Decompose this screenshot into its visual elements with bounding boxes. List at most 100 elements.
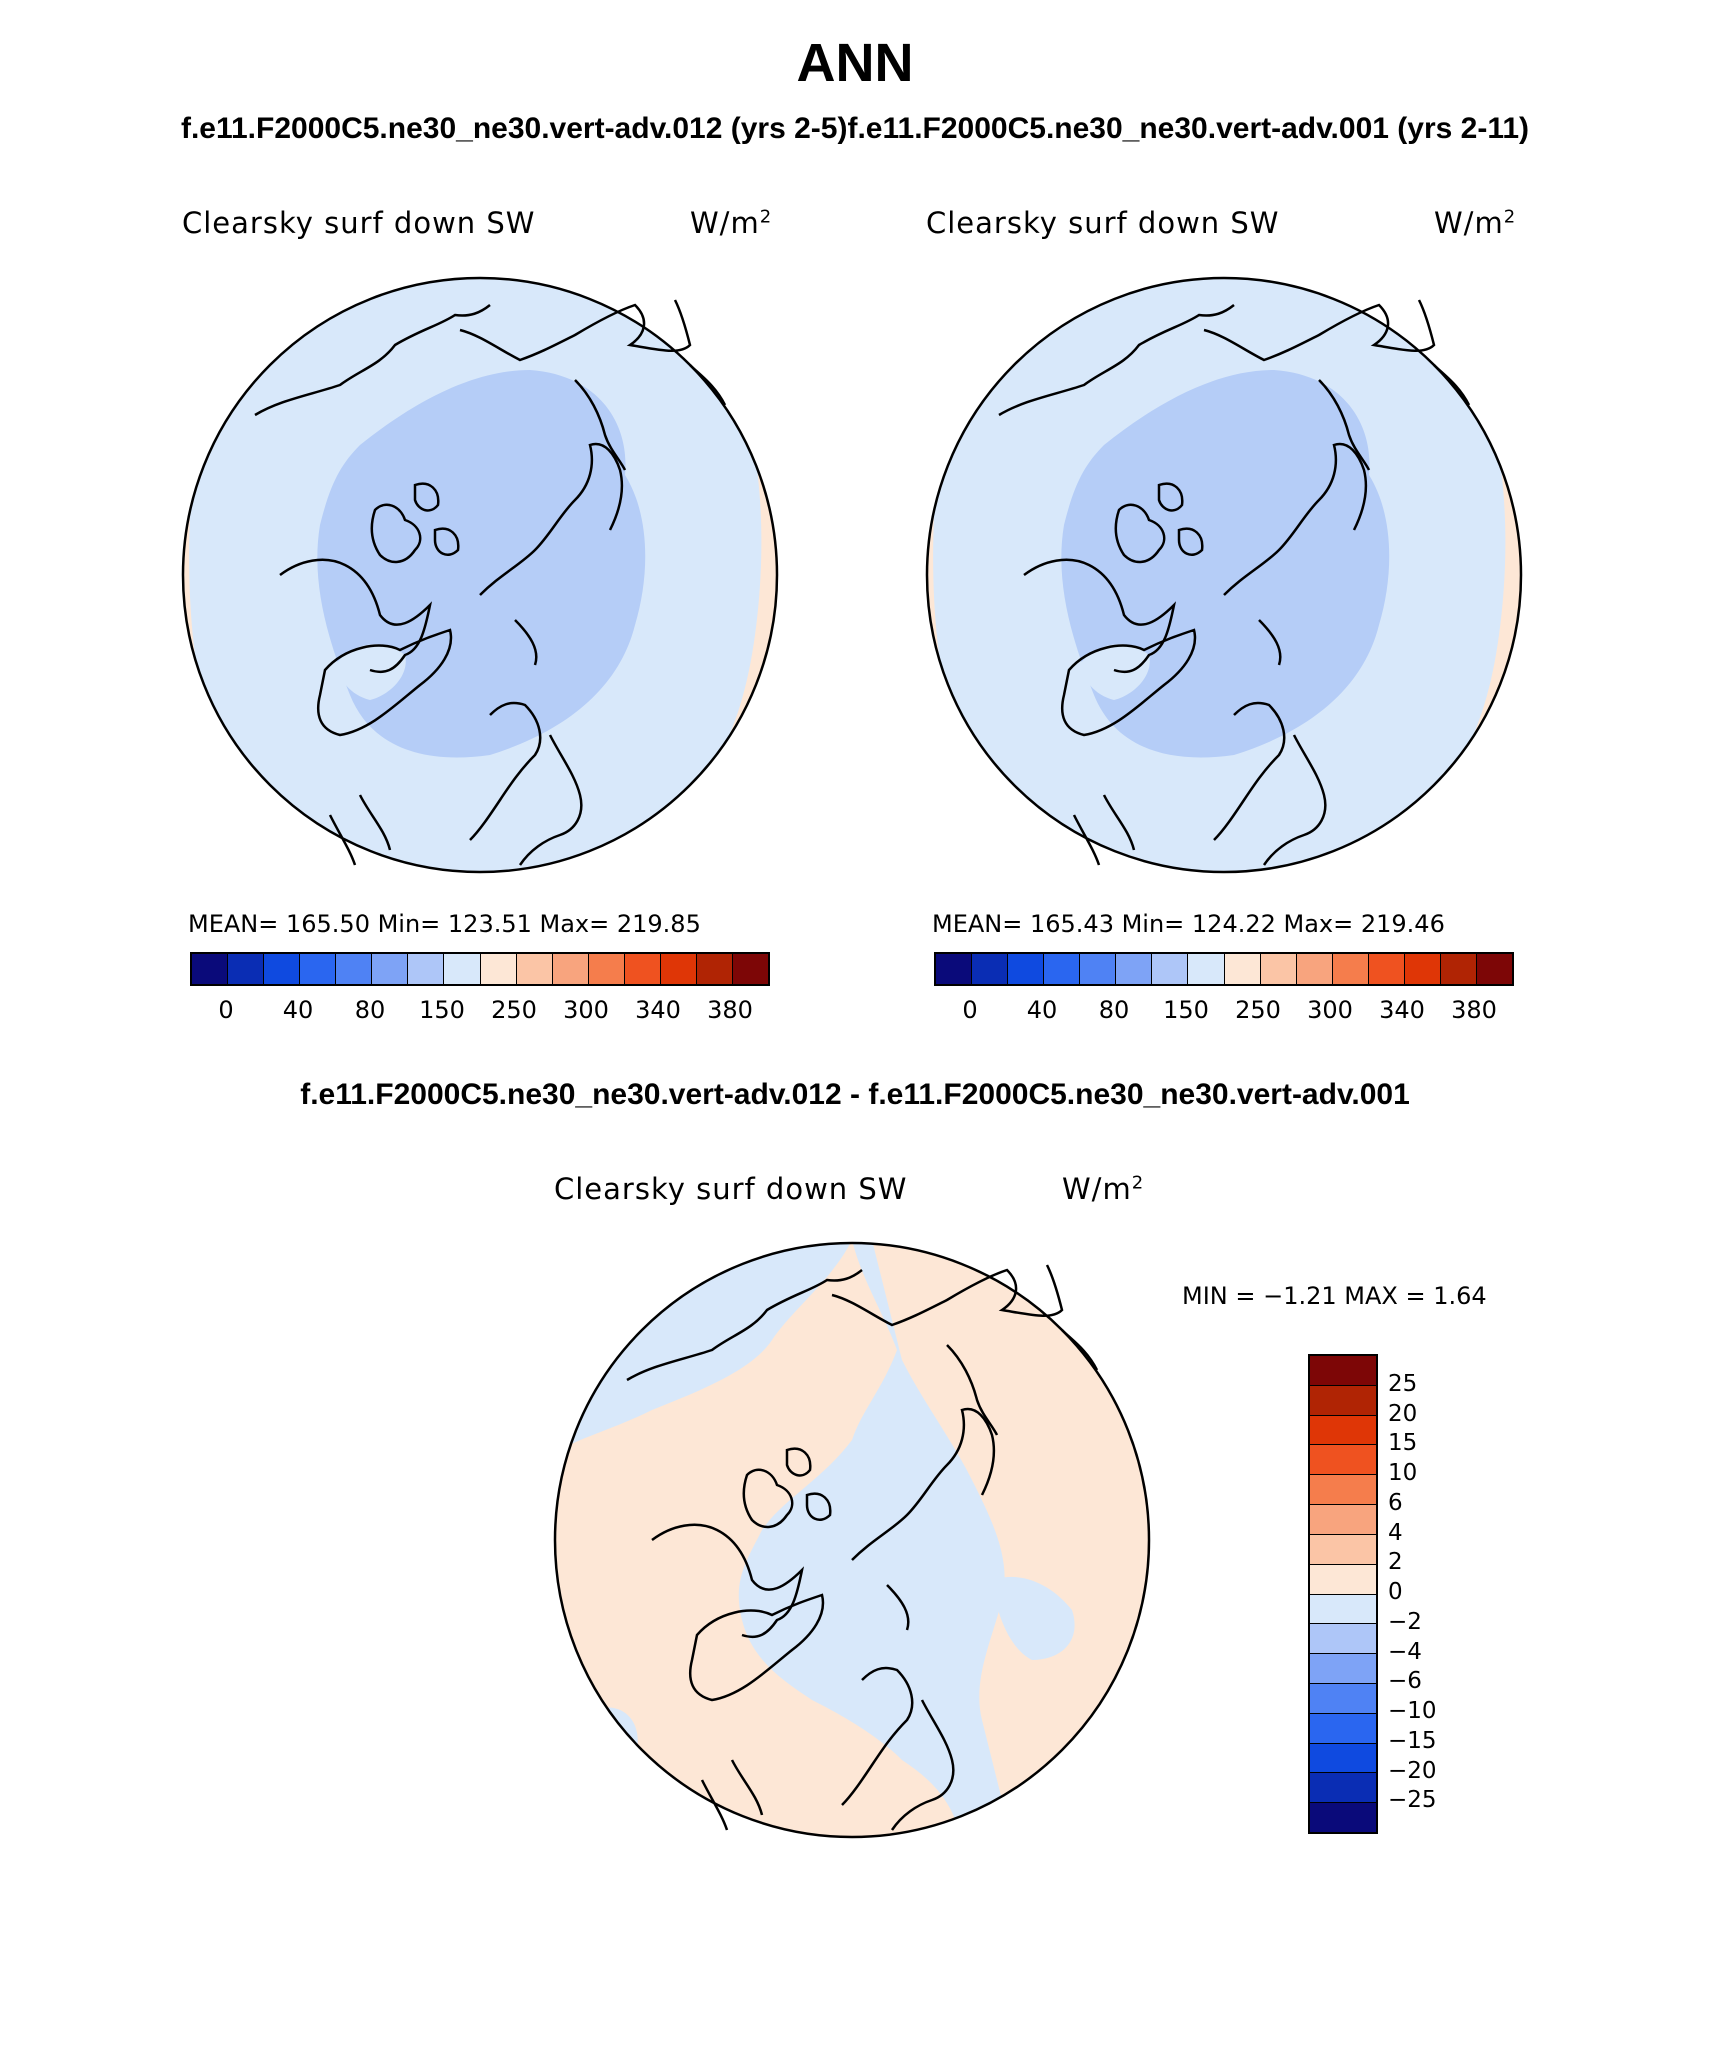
- colorbar-box: [552, 954, 589, 984]
- case-names-row: f.e11.F2000C5.ne30_ne30.vert-adv.012 (yr…: [0, 112, 1710, 146]
- diff-negative-region: [555, 1243, 1012, 1837]
- colorbar-box: [336, 954, 373, 984]
- panel2-colorbar-labels: 0 40 80 150 250 300 340 380: [934, 996, 1510, 1026]
- panel2-units-label: W/m2: [1434, 206, 1517, 240]
- colorbar-box: [1080, 954, 1117, 984]
- diff-colorbar: [1308, 1354, 1378, 1834]
- colorbar-tick-label: 6: [1388, 1489, 1403, 1516]
- colorbar-tick-label: 380: [707, 996, 753, 1024]
- colorbar-box: [1476, 954, 1512, 984]
- panel2-stats: MEAN= 165.43 Min= 124.22 Max= 219.46: [932, 910, 1445, 938]
- colorbar-tick-label: −4: [1388, 1638, 1422, 1665]
- colorbar-box: [1310, 1564, 1376, 1595]
- colorbar-tick-label: 40: [1026, 996, 1058, 1024]
- colorbar-box: [696, 954, 733, 984]
- colorbar-box: [1310, 1713, 1376, 1744]
- panel1-stats: MEAN= 165.50 Min= 123.51 Max= 219.85: [188, 910, 701, 938]
- colorbar-box: [1368, 954, 1405, 984]
- colorbar-tick-label: 10: [1388, 1460, 1418, 1486]
- colorbar-box: [192, 954, 229, 984]
- colorbar-box: [1332, 954, 1369, 984]
- diff-variable-label: Clearsky surf down SW: [554, 1172, 908, 1206]
- colorbar-tick-label: 20: [1388, 1400, 1418, 1427]
- colorbar-box: [1310, 1624, 1376, 1655]
- page-title: ANN: [796, 33, 914, 93]
- case-right-label: f.e11.F2000C5.ne30_ne30.vert-adv.001 (yr…: [847, 112, 1530, 145]
- colorbar-box: [1310, 1475, 1376, 1506]
- colorbar-tick-label: −6: [1388, 1668, 1422, 1695]
- colorbar-tick-label: −2: [1388, 1608, 1422, 1635]
- colorbar-box: [1188, 954, 1225, 984]
- colorbar-tick-label: 4: [1388, 1519, 1403, 1546]
- colorbar-box: [480, 954, 517, 984]
- colorbar-box: [1152, 954, 1189, 984]
- colorbar-box: [516, 954, 553, 984]
- colorbar-tick-label: 0: [218, 996, 234, 1024]
- colorbar-box: [732, 954, 768, 984]
- colorbar-box: [1310, 1415, 1376, 1446]
- colorbar-box: [1008, 954, 1045, 984]
- colorbar-tick-label: 80: [354, 996, 386, 1024]
- panel2-coastlines: [998, 299, 1471, 866]
- colorbar-box: [1224, 954, 1261, 984]
- colorbar-tick-label: 340: [635, 996, 681, 1024]
- colorbar-tick-label: 250: [1235, 996, 1281, 1024]
- colorbar-box: [1260, 954, 1297, 984]
- panel1-colorbar: [190, 952, 770, 986]
- colorbar-tick-label: 40: [282, 996, 314, 1024]
- colorbar-box: [300, 954, 337, 984]
- colorbar-box: [1116, 954, 1153, 984]
- colorbar-tick-label: −15: [1388, 1727, 1437, 1754]
- colorbar-box: [408, 954, 445, 984]
- panel1-polar-map: [181, 276, 779, 874]
- colorbar-box: [936, 954, 973, 984]
- colorbar-box: [1044, 954, 1081, 984]
- colorbar-tick-label: 2: [1388, 1549, 1403, 1576]
- diff-negative-patch-east: [992, 1576, 1075, 1660]
- colorbar-box: [1404, 954, 1441, 984]
- colorbar-box: [1440, 954, 1477, 984]
- colorbar-tick-label: 0: [962, 996, 978, 1024]
- colorbar-tick-label: −20: [1388, 1757, 1437, 1784]
- colorbar-box: [1310, 1773, 1376, 1804]
- panel1-colorbar-labels: 0 40 80 150 250 300 340 380: [190, 996, 766, 1026]
- colorbar-tick-label: −25: [1388, 1787, 1437, 1814]
- colorbar-box: [444, 954, 481, 984]
- colorbar-box: [1296, 954, 1333, 984]
- colorbar-box: [1310, 1743, 1376, 1774]
- diff-colorbar-labels: 25 20 15 10 6 4 2 0 −2 −4 −6 −10 −15 −20 −25: [1388, 1354, 1508, 1830]
- diff-units-label: W/m2: [1062, 1172, 1145, 1206]
- colorbar-tick-label: 25: [1388, 1370, 1418, 1397]
- colorbar-box: [1310, 1385, 1376, 1416]
- panel2-polar-map: [925, 276, 1523, 874]
- colorbar-tick-label: −10: [1388, 1698, 1437, 1724]
- diff-coastlines: [626, 1264, 1099, 1831]
- difference-title: f.e11.F2000C5.ne30_ne30.vert-adv.012 - f…: [300, 1078, 1410, 1111]
- colorbar-tick-label: 0: [1388, 1579, 1403, 1605]
- colorbar-tick-label: 15: [1388, 1430, 1418, 1457]
- panel1-greenland-fill: [335, 644, 406, 700]
- panel1-coastlines: [254, 299, 727, 866]
- colorbar-box: [1310, 1654, 1376, 1684]
- colorbar-box: [1310, 1505, 1376, 1535]
- panel1-variable-label: Clearsky surf down SW: [182, 206, 536, 240]
- panel1-units-label: W/m2: [690, 206, 773, 240]
- diff-min-max-stats: MIN = −1.21 MAX = 1.64: [1182, 1282, 1487, 1310]
- colorbar-box: [624, 954, 661, 984]
- colorbar-box: [1310, 1594, 1376, 1625]
- colorbar-box: [1310, 1803, 1376, 1832]
- colorbar-box: [1310, 1534, 1376, 1565]
- case-left-label: f.e11.F2000C5.ne30_ne30.vert-adv.012 (yr…: [180, 112, 848, 145]
- colorbar-tick-label: 80: [1098, 996, 1130, 1024]
- colorbar-box: [1310, 1683, 1376, 1714]
- colorbar-box: [588, 954, 625, 984]
- colorbar-box: [264, 954, 301, 984]
- colorbar-box: [1310, 1445, 1376, 1476]
- colorbar-tick-label: 300: [1307, 996, 1353, 1024]
- colorbar-box: [372, 954, 409, 984]
- colorbar-tick-label: 300: [563, 996, 609, 1024]
- colorbar-box: [660, 954, 697, 984]
- colorbar-box: [972, 954, 1009, 984]
- colorbar-tick-label: 150: [419, 996, 465, 1024]
- colorbar-box: [1310, 1356, 1376, 1386]
